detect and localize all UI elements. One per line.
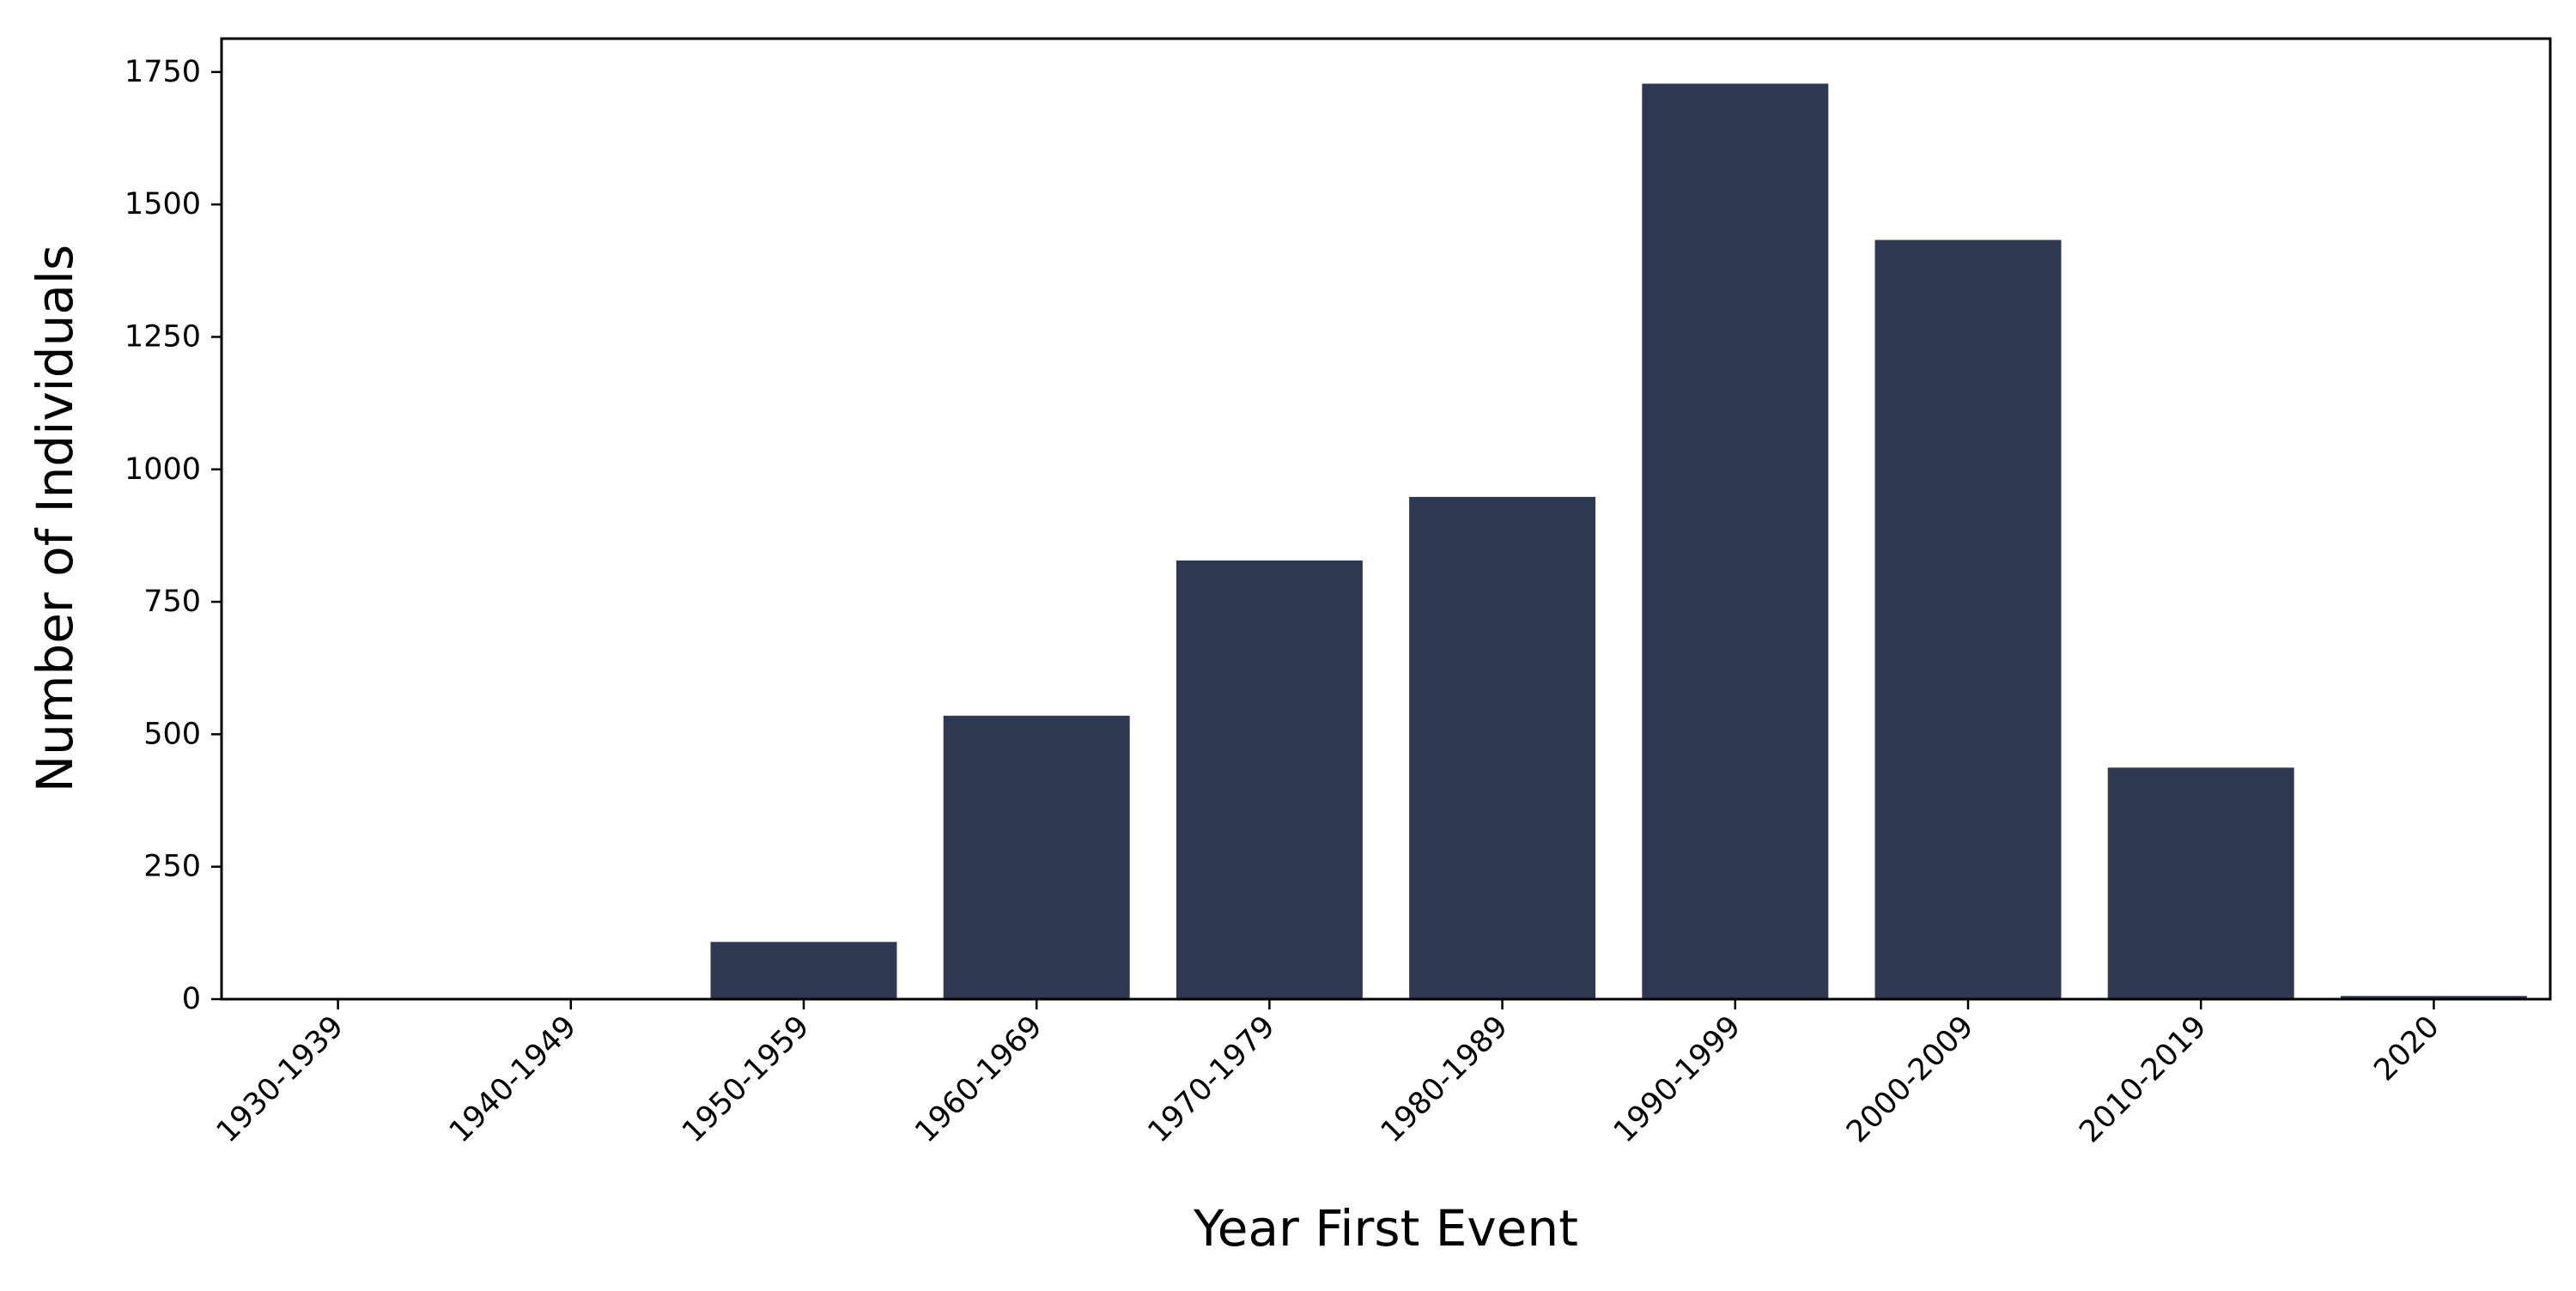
x-axis-title: Year First Event bbox=[1193, 1199, 1578, 1258]
bars-layer bbox=[245, 83, 2527, 999]
y-tick-label: 0 bbox=[182, 982, 201, 1016]
y-axis: 0 250 500 750 1000 1250 1500 1750 bbox=[125, 55, 222, 1016]
y-tick-label: 1750 bbox=[125, 55, 201, 89]
x-tick-label: 1960-1969 bbox=[908, 1009, 1048, 1149]
y-tick-label: 750 bbox=[143, 585, 201, 619]
x-tick-label: 1980-1989 bbox=[1375, 1009, 1515, 1149]
y-tick-label: 1500 bbox=[125, 187, 201, 221]
bar-2020 bbox=[2340, 996, 2527, 999]
bar-1990-1999 bbox=[1642, 83, 1829, 999]
bar-2010-2019 bbox=[2107, 767, 2294, 999]
y-tick-label: 1250 bbox=[125, 319, 201, 354]
plot-frame bbox=[220, 37, 2552, 1001]
y-tick-label: 1000 bbox=[125, 452, 201, 487]
y-tick-label: 500 bbox=[143, 717, 201, 751]
y-tick-label: 250 bbox=[143, 850, 201, 884]
bar-1980-1989 bbox=[1409, 496, 1596, 999]
y-axis-title: Number of Individuals bbox=[26, 245, 84, 792]
x-tick-label: 2000-2009 bbox=[1840, 1009, 1980, 1149]
x-tick-label: 2010-2019 bbox=[2073, 1009, 2213, 1149]
x-tick-label: 2020 bbox=[2367, 1009, 2445, 1088]
bar-1950-1959 bbox=[710, 942, 897, 999]
x-axis: 1930-1939 1940-1949 1950-1959 1960-1969 1970… bbox=[210, 999, 2446, 1149]
x-tick-label: 1930-1939 bbox=[210, 1009, 350, 1149]
x-tick-label: 1990-1999 bbox=[1607, 1009, 1747, 1149]
x-tick-label: 1950-1959 bbox=[676, 1009, 816, 1149]
bar-2000-2009 bbox=[1874, 239, 2062, 999]
bar-1960-1969 bbox=[943, 715, 1130, 999]
x-tick-label: 1940-1949 bbox=[443, 1009, 583, 1149]
bar-1970-1979 bbox=[1176, 560, 1363, 999]
x-tick-label: 1970-1979 bbox=[1142, 1009, 1282, 1149]
